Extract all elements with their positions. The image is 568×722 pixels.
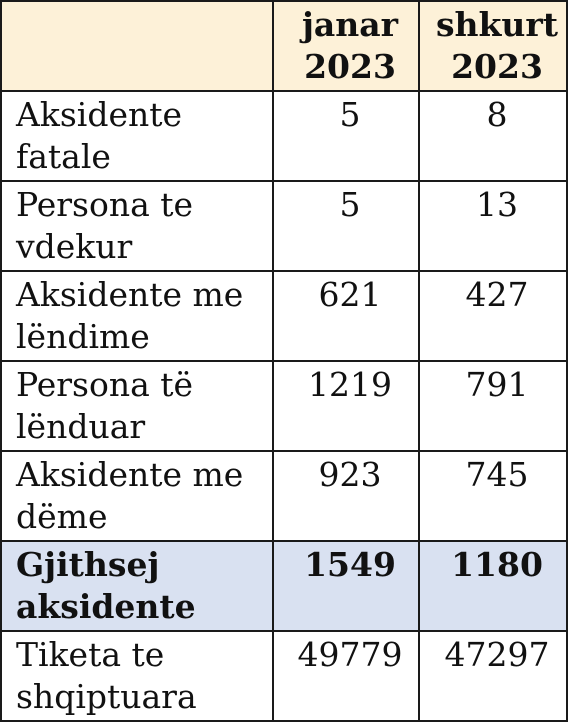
row-value-shkurt: 1180 bbox=[418, 540, 568, 632]
row-value-shkurt: 47297 bbox=[418, 630, 568, 722]
header-shkurt-2023: shkurt 2023 bbox=[418, 0, 568, 92]
row-value-shkurt: 8 bbox=[418, 90, 568, 182]
table-row: Aksidente me lëndime 621 427 bbox=[0, 270, 568, 362]
row-label: Persona të lënduar bbox=[0, 360, 274, 452]
row-value-shkurt: 13 bbox=[418, 180, 568, 272]
row-value-janar: 621 bbox=[272, 270, 420, 362]
table-row: Aksidente me dëme 923 745 bbox=[0, 450, 568, 542]
row-value-janar: 49779 bbox=[272, 630, 420, 722]
row-label: Persona te vdekur bbox=[0, 180, 274, 272]
total-row: Gjithsej aksidente 1549 1180 bbox=[0, 540, 568, 632]
header-janar-2023: janar 2023 bbox=[272, 0, 420, 92]
row-label: Aksidente me lëndime bbox=[0, 270, 274, 362]
row-label: Tiketa te shqiptuara bbox=[0, 630, 274, 722]
row-value-janar: 1219 bbox=[272, 360, 420, 452]
table-row: Persona të lënduar 1219 791 bbox=[0, 360, 568, 452]
row-value-janar: 5 bbox=[272, 90, 420, 182]
row-value-shkurt: 745 bbox=[418, 450, 568, 542]
row-value-janar: 923 bbox=[272, 450, 420, 542]
row-value-shkurt: 791 bbox=[418, 360, 568, 452]
header-corner-cell bbox=[0, 0, 274, 92]
table-row: Tiketa te shqiptuara 49779 47297 bbox=[0, 630, 568, 722]
row-value-shkurt: 427 bbox=[418, 270, 568, 362]
table-row: Aksidente fatale 5 8 bbox=[0, 90, 568, 182]
row-label: Gjithsej aksidente bbox=[0, 540, 274, 632]
row-label: Aksidente me dëme bbox=[0, 450, 274, 542]
table-row: Persona te vdekur 5 13 bbox=[0, 180, 568, 272]
row-value-janar: 1549 bbox=[272, 540, 420, 632]
row-label: Aksidente fatale bbox=[0, 90, 274, 182]
table-header-row: janar 2023 shkurt 2023 bbox=[0, 0, 568, 92]
row-value-janar: 5 bbox=[272, 180, 420, 272]
